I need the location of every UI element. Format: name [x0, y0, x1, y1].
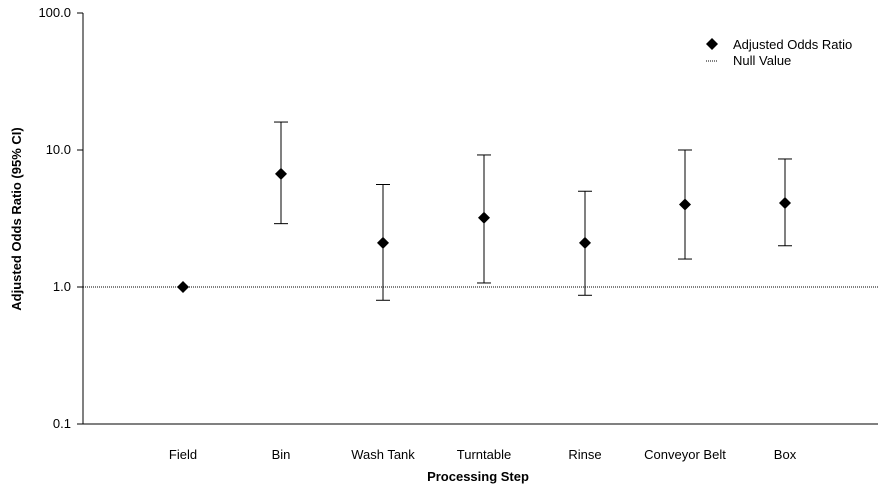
- legend: Adjusted Odds Ratio Null Value: [706, 37, 852, 68]
- data-point-diamond: [679, 198, 691, 211]
- x-category-label: Field: [169, 447, 197, 462]
- data-point-diamond: [177, 281, 189, 293]
- x-category-label: Turntable: [457, 447, 511, 462]
- legend-diamond-marker: [706, 38, 718, 50]
- y-tick-label: 0.1: [53, 416, 71, 431]
- y-tick-label: 1.0: [53, 279, 71, 294]
- axis-labels: Processing Step Adjusted Odds Ratio (95%…: [9, 127, 529, 484]
- y-axis-title: Adjusted Odds Ratio (95% CI): [9, 127, 24, 310]
- data-marks: [177, 121, 792, 301]
- data-point-diamond: [377, 236, 389, 249]
- legend-series-label: Adjusted Odds Ratio: [733, 37, 852, 52]
- x-axis-title: Processing Step: [427, 469, 529, 484]
- x-category-label: Bin: [272, 447, 291, 462]
- axes: 0.1 1.0 10.0 100.0 Field Bin Wash Tank Turntabl…: [38, 5, 878, 462]
- y-tick-label: 10.0: [46, 142, 71, 157]
- legend-null-value-label: Null Value: [733, 53, 791, 68]
- x-category-label: Rinse: [568, 447, 601, 462]
- x-category-label: Box: [774, 447, 797, 462]
- y-tick-label: 100.0: [38, 5, 71, 20]
- x-category-label: Wash Tank: [351, 447, 415, 462]
- data-point-diamond: [275, 167, 287, 180]
- data-point-diamond: [478, 211, 490, 224]
- x-category-label: Conveyor Belt: [644, 447, 726, 462]
- data-point-diamond: [579, 236, 591, 249]
- data-point-diamond: [779, 197, 791, 210]
